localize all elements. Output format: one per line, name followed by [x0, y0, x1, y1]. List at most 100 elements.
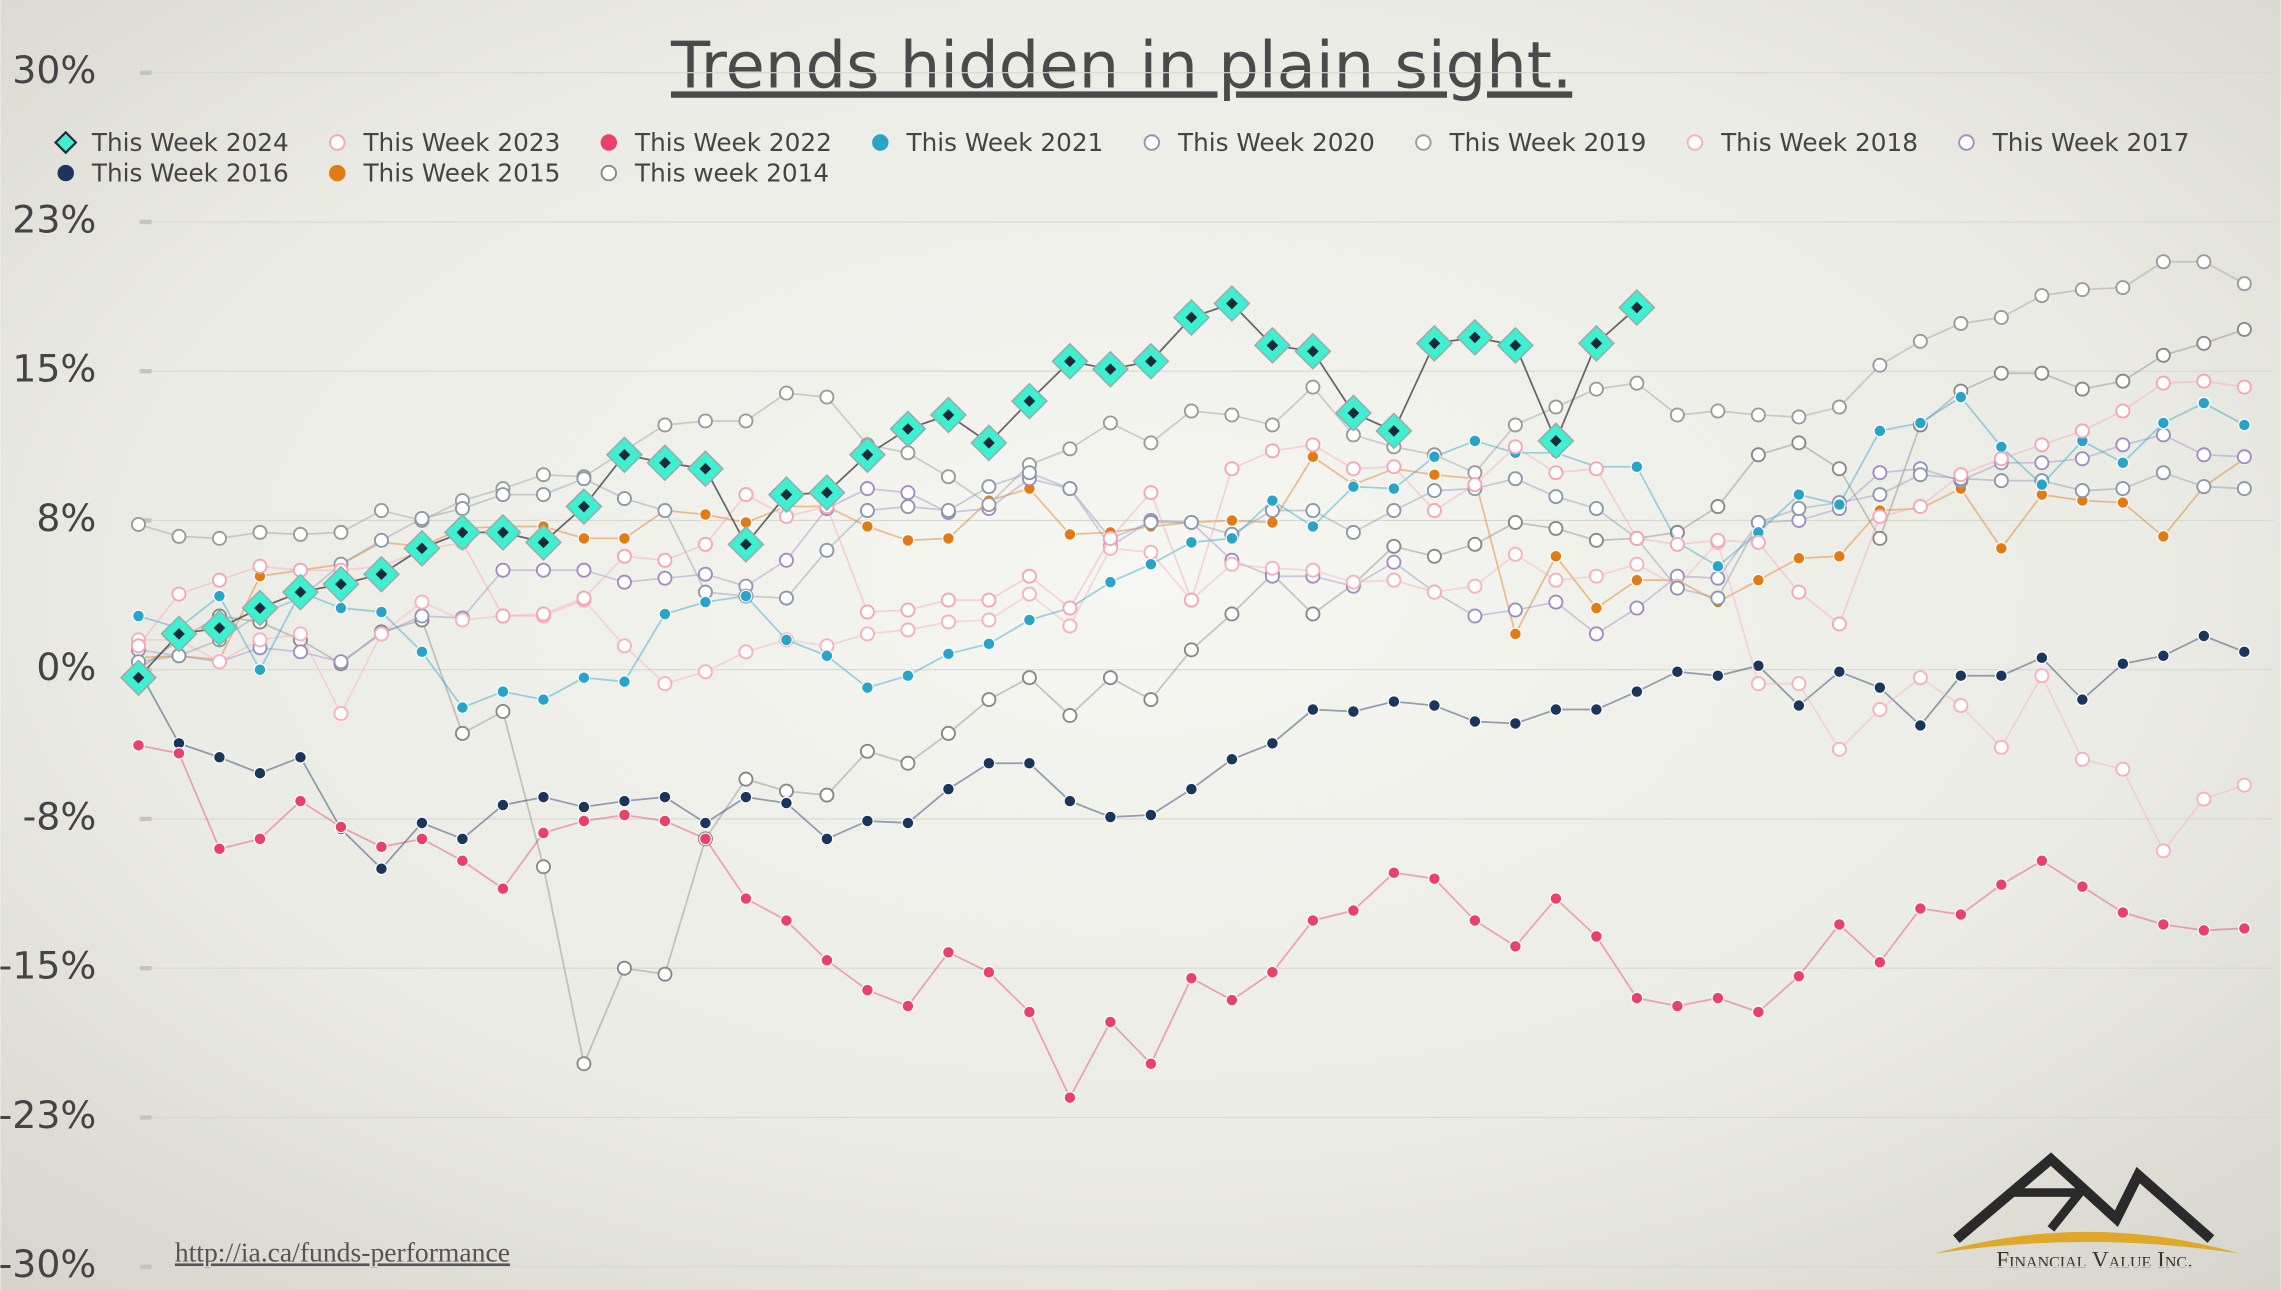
point-marker [1224, 407, 1240, 423]
point-marker [1993, 451, 2009, 467]
point-marker [577, 671, 591, 685]
point-marker [1306, 703, 1320, 716]
point-marker [1224, 606, 1240, 622]
point-marker [2156, 649, 2170, 663]
diamond-center [578, 500, 590, 513]
point-marker [524, 523, 562, 561]
point-marker [160, 615, 198, 653]
point-marker [1225, 514, 1239, 527]
point-marker [727, 525, 765, 563]
point-marker [252, 632, 268, 648]
point-marker [2196, 254, 2212, 270]
y-tick-label: 23% [12, 197, 96, 241]
point-marker [1791, 584, 1807, 600]
point-marker [657, 552, 673, 568]
point-marker [900, 485, 916, 501]
point-marker [859, 503, 875, 519]
point-marker [1993, 739, 2009, 755]
legend-item: This Week 2020 [1143, 128, 1375, 157]
point-marker [2236, 321, 2252, 337]
point-marker [2075, 880, 2089, 894]
point-marker [1132, 342, 1170, 380]
point-marker [1954, 669, 1968, 683]
point-marker [1183, 403, 1199, 419]
point-marker [1104, 810, 1117, 824]
point-marker [1710, 570, 1726, 586]
point-marker [1994, 440, 2008, 454]
point-marker [2196, 791, 2212, 807]
legend-label: This Week 2021 [905, 128, 1103, 157]
point-marker [1387, 695, 1401, 708]
point-marker [1629, 375, 1645, 391]
legend-item: This Week 2015 [329, 159, 560, 188]
point-marker [940, 592, 956, 608]
point-marker [1386, 538, 1402, 554]
point-marker [1710, 590, 1726, 606]
logo-mountain [2014, 1188, 2090, 1232]
point-marker [1415, 324, 1453, 362]
point-marker [576, 562, 592, 578]
series [132, 390, 2251, 714]
diamond-center [1347, 407, 1360, 419]
source-link[interactable]: http://ia.ca/funds-performance [175, 1236, 510, 1267]
point-marker [2074, 381, 2090, 397]
point-marker [780, 633, 793, 647]
point-marker [1265, 965, 1279, 979]
y-tick-label: -8% [23, 794, 97, 838]
point-marker [1185, 971, 1198, 985]
point-marker [1183, 642, 1199, 658]
point-marker [1172, 299, 1210, 336]
point-marker [1548, 520, 1564, 536]
legend-item: This Week 2024 [54, 128, 289, 157]
point-marker [1426, 503, 1442, 519]
point-marker [739, 790, 753, 804]
point-marker [1994, 878, 2008, 892]
diamond-center [1266, 339, 1279, 352]
point-marker [1993, 309, 2009, 325]
point-marker [2196, 373, 2212, 389]
point-marker [333, 524, 349, 540]
y-tick-label: 30% [12, 48, 96, 92]
point-marker [1023, 756, 1036, 770]
diamond-center [1590, 337, 1603, 350]
diamond-center [456, 526, 469, 539]
point-marker [2115, 437, 2131, 453]
point-marker [618, 808, 631, 822]
point-marker [861, 520, 874, 533]
point-marker [1588, 532, 1604, 548]
point-marker [982, 965, 996, 979]
point-marker [1913, 416, 1927, 430]
point-marker [1264, 560, 1280, 576]
point-marker [1062, 481, 1078, 497]
point-marker [1954, 908, 1968, 921]
point-marker [1630, 991, 1644, 1005]
point-marker [2236, 449, 2252, 465]
point-marker [2197, 396, 2211, 410]
point-marker [778, 783, 794, 799]
point-marker [1792, 699, 1806, 712]
point-marker [778, 590, 794, 606]
legend-swatch [600, 164, 618, 182]
y-tick-label: 8% [36, 496, 96, 540]
point-marker [657, 676, 673, 692]
diamond-center [1509, 339, 1522, 352]
point-marker [1630, 685, 1644, 699]
point-marker [1306, 914, 1320, 927]
point-marker [1831, 399, 1847, 415]
point-marker [1305, 606, 1321, 622]
diamond-center [1023, 395, 1036, 407]
point-marker [333, 706, 349, 721]
legend-swatch [600, 134, 618, 151]
point-marker [1588, 501, 1604, 517]
point-marker [2236, 276, 2252, 292]
point-marker [1062, 600, 1078, 616]
point-marker [942, 945, 955, 959]
point-marker [1496, 326, 1534, 364]
point-marker [1791, 676, 1807, 692]
point-marker [1791, 409, 1807, 425]
point-marker [1549, 703, 1563, 716]
point-marker [616, 574, 632, 590]
point-marker [2116, 496, 2130, 509]
point-marker [1143, 692, 1159, 708]
point-marker [940, 614, 956, 630]
